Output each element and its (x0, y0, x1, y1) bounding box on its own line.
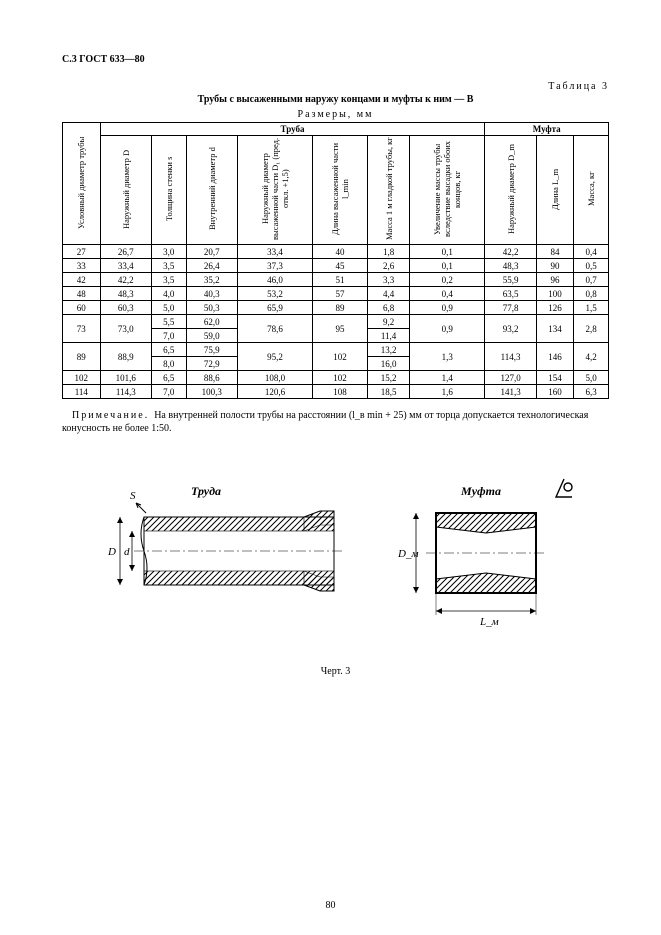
col-dmass: Увеличение массы трубы вследствие высадк… (410, 136, 485, 245)
group-pipe: Труба (100, 123, 485, 136)
svg-text:D_м: D_м (397, 548, 418, 560)
table-number: Таблица 3 (62, 81, 609, 92)
surface-finish-icon (556, 479, 572, 497)
fig-coupling-label: Муфта (460, 484, 501, 498)
page-header: С.3 ГОСТ 633—80 (62, 54, 609, 65)
table-note: Примечание. На внутренней полости трубы … (62, 409, 609, 435)
col-od: Наружный диаметр D (100, 136, 151, 245)
dimensions-table: Условный диаметр трубы Труба Муфта Наруж… (62, 122, 609, 399)
svg-text:D: D (107, 546, 116, 558)
table-row: 89 88,9 6,5 75,9 95,2 102 13,2 1,3 114,3… (63, 343, 609, 357)
table-row: 4242,23,535,246,0513,30,255,9960,7 (63, 273, 609, 287)
page-number: 80 (0, 900, 661, 911)
col-od1: Наружный диаметр высаженной части D₁ (пр… (237, 136, 312, 245)
col-cod: Наружный диаметр D_m (485, 136, 536, 245)
table-row: 4848,34,040,353,2574,40,463,51000,8 (63, 287, 609, 301)
table-row: 3333,43,526,437,3452,60,148,3900,5 (63, 259, 609, 273)
figure-3: Труда S D d Муфта (62, 471, 609, 677)
table-row: 102101,66,588,6108,010215,21,4127,01545,… (63, 371, 609, 385)
table-row: 73 73,0 5,5 62,0 78,6 95 9,2 0,9 93,2 13… (63, 315, 609, 329)
col-cmass: Масса, кг (574, 136, 609, 245)
table-row: 6060,35,050,365,9896,80,977,81261,5 (63, 301, 609, 315)
fig-pipe-label: Труда (190, 484, 220, 498)
col-s: Толщина стенки s (151, 136, 186, 245)
group-coupling: Муфта (485, 123, 609, 136)
table-caption: Трубы с высаженными наружу концами и муф… (62, 94, 609, 105)
svg-text:d: d (124, 546, 130, 558)
svg-text:L_м: L_м (479, 616, 499, 628)
figure-caption: Черт. 3 (62, 666, 609, 677)
col-clen: Длина L_m (536, 136, 574, 245)
table-row: 2726,73,020,733,4401,80,142,2840,4 (63, 245, 609, 259)
col-lmin: Длина высаженной части l_min (313, 136, 368, 245)
svg-text:S: S (130, 490, 136, 502)
col-id: Внутренний диаметр d (186, 136, 237, 245)
col-mass: Масса 1 м гладкой трубы, кг (367, 136, 409, 245)
table-row: 114114,37,0100,3120,610818,51,6141,31606… (63, 385, 609, 399)
table-subcaption: Размеры, мм (62, 109, 609, 120)
col-nominal: Условный диаметр трубы (63, 123, 101, 245)
